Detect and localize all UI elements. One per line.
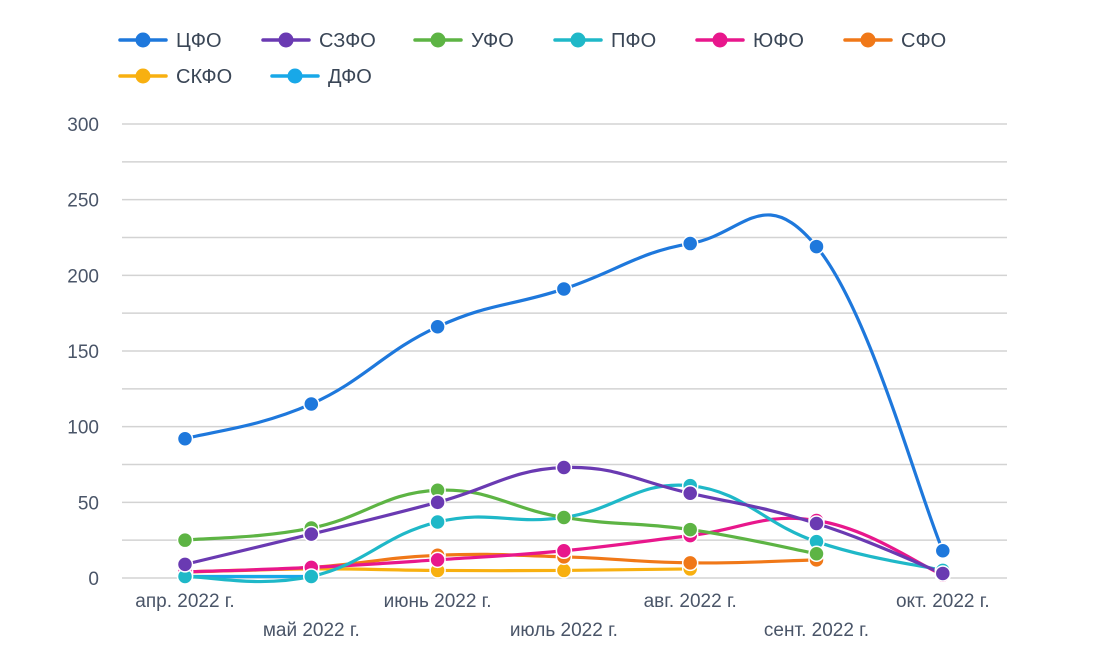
legend-item[interactable]: ДФО [270, 66, 372, 88]
y-tick-label: 0 [88, 569, 99, 590]
data-point[interactable] [681, 235, 699, 252]
x-tick-label: май 2022 г. [263, 620, 360, 641]
data-point[interactable] [934, 542, 952, 560]
data-point[interactable] [429, 318, 446, 336]
legend-item[interactable]: ЮФО [695, 30, 804, 52]
legend-label: ПФО [611, 30, 656, 52]
data-point[interactable] [555, 509, 573, 526]
data-point[interactable] [176, 556, 194, 573]
legend-label: СФО [901, 30, 946, 52]
series-line [183, 213, 945, 553]
legend-swatch-marker [278, 32, 294, 48]
data-point[interactable] [681, 554, 699, 572]
legend-swatch-marker [570, 32, 586, 48]
legend-label: ЮФО [753, 30, 804, 52]
legend-swatch-marker [712, 32, 728, 48]
data-point[interactable] [429, 494, 446, 511]
x-tick-label: апр. 2022 г. [135, 591, 234, 612]
legend-label: СКФО [176, 66, 232, 88]
x-tick-label: окт. 2022 г. [896, 591, 990, 612]
legend-item[interactable]: ПФО [553, 30, 656, 52]
data-point[interactable] [429, 513, 446, 531]
data-point[interactable] [681, 521, 699, 538]
legend-label: СЗФО [319, 30, 376, 52]
data-point[interactable] [934, 565, 952, 582]
legend-label: УФО [471, 30, 514, 52]
y-tick-label: 200 [67, 266, 99, 287]
series-points [176, 235, 952, 585]
data-point[interactable] [555, 542, 573, 560]
x-tick-label: июль 2022 г. [510, 620, 618, 641]
legend-label: ДФО [328, 66, 372, 88]
data-point[interactable] [555, 459, 573, 476]
legend-label: ЦФО [176, 30, 222, 52]
data-point[interactable] [176, 531, 194, 549]
series-lines [183, 213, 945, 584]
legend-swatch-marker [860, 32, 876, 48]
data-point[interactable] [429, 551, 446, 569]
legend-swatch-marker [430, 32, 446, 48]
x-tick-label: авг. 2022 г. [644, 591, 737, 612]
y-tick-label: 150 [67, 342, 99, 363]
x-tick-label: июнь 2022 г. [384, 591, 492, 612]
y-axis: 0 50 100 150 200 250 300 [67, 115, 99, 590]
data-point[interactable] [303, 568, 320, 585]
data-point[interactable] [808, 545, 825, 563]
y-tick-label: 50 [78, 493, 99, 514]
grid [122, 123, 1007, 579]
data-point[interactable] [808, 238, 825, 255]
legend-swatch-marker [135, 32, 151, 48]
data-point[interactable] [303, 395, 320, 413]
legend-swatch-marker [135, 68, 151, 84]
legend-item[interactable]: СФО [843, 30, 946, 52]
y-tick-label: 100 [67, 418, 99, 439]
y-tick-label: 250 [67, 191, 99, 212]
data-point[interactable] [555, 280, 573, 298]
data-point[interactable] [808, 515, 825, 532]
data-point[interactable] [303, 525, 320, 543]
data-point[interactable] [681, 485, 699, 502]
legend: ЦФО СЗФО УФО ПФО ЮФО СФО СКФО ДФО [118, 30, 946, 88]
legend-swatch-marker [287, 68, 303, 84]
data-point[interactable] [555, 562, 573, 579]
y-tick-label: 300 [67, 115, 99, 136]
legend-item[interactable]: СКФО [118, 66, 232, 88]
legend-item[interactable]: ЦФО [118, 30, 222, 52]
legend-item[interactable]: СЗФО [261, 30, 376, 52]
x-axis: апр. 2022 г. май 2022 г. июнь 2022 г. июль … [135, 591, 989, 641]
data-point[interactable] [176, 430, 194, 448]
series-line [183, 488, 819, 556]
legend-item[interactable]: УФО [413, 30, 514, 52]
x-tick-label: сент. 2022 г. [764, 620, 869, 641]
